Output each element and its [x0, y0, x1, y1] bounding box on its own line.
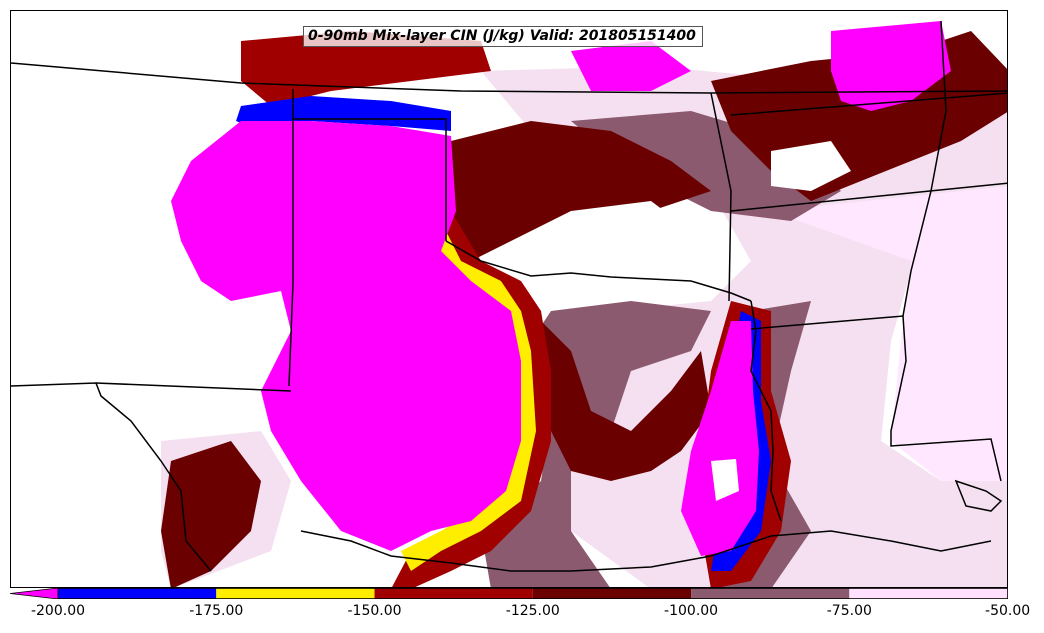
- cin-region-magenta-northeast: [831, 21, 951, 111]
- coastline: [954, 479, 1003, 512]
- cin-region-magenta-north: [571, 41, 691, 91]
- colorbar-tick-label: -200.00: [30, 603, 86, 619]
- colorbar-tick-label: -75.00: [826, 603, 872, 619]
- cin-region-lightest-east: [771, 186, 1007, 481]
- cin-region-darkred-north: [451, 121, 711, 261]
- colorbar-bin: [216, 588, 375, 599]
- cin-clear-patches: [571, 141, 851, 501]
- colorbar-bin: [532, 588, 692, 599]
- colorbar-bin: [849, 588, 1008, 599]
- boundary-line: [95, 382, 292, 392]
- boundary-line: [445, 240, 752, 302]
- clear-patch-oklahoma: [571, 201, 691, 281]
- boundary-line: [730, 92, 1007, 116]
- clear-patch-east: [771, 141, 851, 191]
- cin-region-magenta-main: [171, 121, 521, 551]
- colorbar-bin: [58, 588, 217, 599]
- colorbar-extend-triangle: [10, 588, 59, 599]
- cin-region-mauve-south: [481, 301, 711, 587]
- boundary-line: [293, 118, 447, 241]
- map-panel: 0-90mb Mix-layer CIN (J/kg) Valid: 20180…: [10, 10, 1008, 588]
- clear-patch-louisiana: [711, 459, 739, 501]
- cin-region-darkred-southwest: [161, 441, 261, 587]
- boundary-line: [288, 89, 294, 387]
- boundary-line: [11, 382, 212, 572]
- colorbar-outline: [57, 588, 1008, 599]
- boundary-line: [730, 182, 1007, 212]
- boundary-line: [902, 20, 947, 317]
- colorbar-tick-label: -125.00: [505, 603, 560, 619]
- cin-region-magenta-corridor: [681, 321, 759, 556]
- cin-region-red-west: [241, 31, 491, 106]
- cin-region-darkred-band: [531, 311, 711, 481]
- colorbar-tick-label: -150.00: [347, 603, 402, 619]
- map-title: 0-90mb Mix-layer CIN (J/kg) Valid: 20180…: [303, 26, 703, 47]
- colorbar: [10, 588, 1008, 599]
- colorbar-tick-label: -50.00: [985, 603, 1031, 619]
- colorbar-bin: [374, 588, 533, 599]
- boundary-line: [750, 300, 782, 522]
- colorbar-tick-label: -175.00: [189, 603, 244, 619]
- state-boundaries: [11, 20, 1007, 572]
- coastline: [300, 530, 992, 572]
- colorbar-tick-label: -100.00: [664, 603, 719, 619]
- cin-magenta-regions: [171, 21, 951, 556]
- boundary-line: [710, 92, 732, 302]
- boundary-line: [11, 62, 1007, 94]
- cin-field-map: [11, 20, 1007, 587]
- colorbar-bin: [691, 588, 850, 599]
